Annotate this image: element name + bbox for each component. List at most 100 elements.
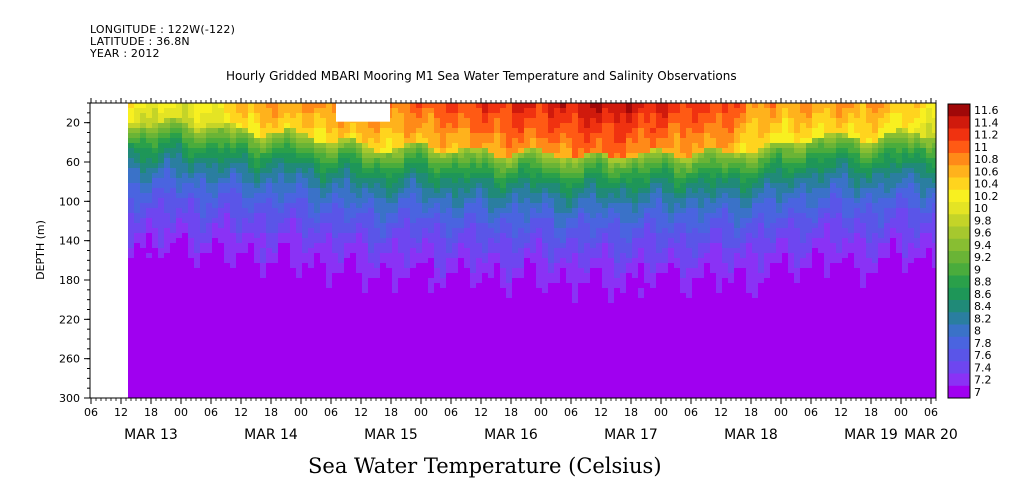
heatmap-cell	[446, 308, 453, 314]
heatmap-cell	[560, 258, 567, 264]
heatmap-cell	[458, 338, 465, 344]
heatmap-cell	[536, 273, 543, 279]
heatmap-cell	[602, 303, 609, 309]
heatmap-cell	[482, 203, 489, 209]
heatmap-cell	[560, 213, 567, 219]
heatmap-cell	[374, 218, 381, 224]
heatmap-cell	[362, 193, 369, 199]
heatmap-cell	[434, 268, 441, 274]
heatmap-cell	[476, 188, 483, 194]
heatmap-cell	[578, 343, 585, 349]
heatmap-cell	[584, 178, 591, 184]
heatmap-cell	[146, 348, 153, 354]
heatmap-cell	[326, 253, 333, 259]
heatmap-cell	[188, 163, 195, 169]
heatmap-cell	[452, 258, 459, 264]
heatmap-cell	[290, 138, 297, 144]
heatmap-cell	[326, 103, 333, 109]
heatmap-cell	[590, 188, 597, 194]
heatmap-cell	[446, 333, 453, 339]
heatmap-cell	[230, 323, 237, 329]
heatmap-cell	[362, 233, 369, 239]
heatmap-cell	[206, 133, 213, 139]
heatmap-cell	[296, 128, 303, 134]
heatmap-cell	[146, 193, 153, 199]
heatmap-cell	[566, 343, 573, 349]
heatmap-cell	[344, 348, 351, 354]
heatmap-cell	[566, 358, 573, 364]
heatmap-cell	[134, 298, 141, 304]
heatmap-cell	[470, 128, 477, 134]
heatmap-cell	[176, 223, 183, 229]
heatmap-cell	[554, 333, 561, 339]
heatmap-cell	[386, 168, 393, 174]
heatmap-cell	[584, 128, 591, 134]
heatmap-cell	[632, 213, 639, 219]
heatmap-cell	[440, 153, 447, 159]
heatmap-cell	[236, 363, 243, 369]
heatmap-cell	[182, 148, 189, 154]
heatmap-cell	[200, 158, 207, 164]
heatmap-cell	[536, 383, 543, 389]
heatmap-cell	[170, 258, 177, 264]
heatmap-cell	[188, 203, 195, 209]
heatmap-cell	[356, 353, 363, 359]
heatmap-cell	[332, 348, 339, 354]
heatmap-cell	[212, 253, 219, 259]
heatmap-cell	[548, 168, 555, 174]
heatmap-cell	[140, 298, 147, 304]
heatmap-cell	[320, 288, 327, 294]
heatmap-cell	[416, 238, 423, 244]
heatmap-cell	[530, 353, 537, 359]
heatmap-cell	[500, 198, 507, 204]
heatmap-cell	[632, 198, 639, 204]
heatmap-cell	[290, 123, 297, 129]
heatmap-cell	[158, 323, 165, 329]
heatmap-cell	[422, 368, 429, 374]
heatmap-cell	[458, 218, 465, 224]
heatmap-cell	[320, 218, 327, 224]
heatmap-cell	[326, 268, 333, 274]
heatmap-cell	[500, 318, 507, 324]
heatmap-cell	[506, 258, 513, 264]
heatmap-cell	[242, 118, 249, 124]
heatmap-cell	[614, 318, 621, 324]
heatmap-cell	[164, 153, 171, 159]
heatmap-cell	[248, 338, 255, 344]
heatmap-cell	[404, 193, 411, 199]
heatmap-cell	[602, 318, 609, 324]
heatmap-cell	[542, 143, 549, 149]
heatmap-cell	[368, 363, 375, 369]
heatmap-cell	[236, 118, 243, 124]
heatmap-cell	[488, 288, 495, 294]
heatmap-cell	[320, 368, 327, 374]
heatmap-cell	[368, 373, 375, 379]
heatmap-cell	[422, 343, 429, 349]
heatmap-cell	[530, 253, 537, 259]
heatmap-cell	[248, 318, 255, 324]
heatmap-cell	[518, 348, 525, 354]
heatmap-cell	[560, 388, 567, 394]
heatmap-cell	[326, 148, 333, 154]
heatmap-cell	[254, 378, 261, 384]
heatmap-cell	[566, 128, 573, 134]
heatmap-cell	[410, 208, 417, 214]
heatmap-cell	[344, 208, 351, 214]
heatmap-cell	[224, 308, 231, 314]
heatmap-cell	[434, 228, 441, 234]
heatmap-cell	[614, 173, 621, 179]
heatmap-cell	[266, 323, 273, 329]
heatmap-cell	[608, 188, 615, 194]
heatmap-cell	[470, 118, 477, 124]
heatmap-cell	[614, 128, 621, 134]
heatmap-cell	[194, 343, 201, 349]
heatmap-cell	[242, 113, 249, 119]
heatmap-cell	[464, 253, 471, 259]
heatmap-cell	[440, 338, 447, 344]
heatmap-cell	[302, 178, 309, 184]
heatmap-cell	[542, 198, 549, 204]
heatmap-cell	[176, 373, 183, 379]
heatmap-cell	[410, 363, 417, 369]
heatmap-cell	[368, 293, 375, 299]
heatmap-cell	[140, 168, 147, 174]
